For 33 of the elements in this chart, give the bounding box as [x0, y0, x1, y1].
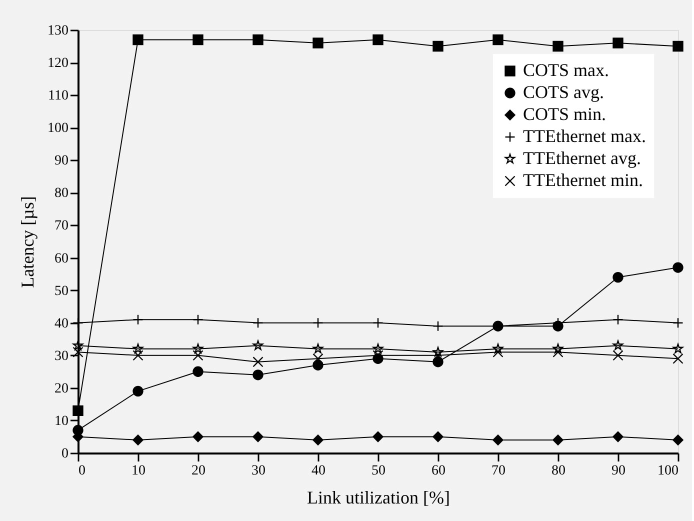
- y-tick-label: 50: [54, 284, 68, 299]
- x-axis-title: Link utilization [%]: [307, 488, 450, 508]
- legend-label: COTS min.: [523, 104, 606, 124]
- y-axis-title: Latency [µs]: [18, 196, 38, 288]
- x-tick-label: 100: [658, 464, 678, 478]
- y-tick-label: 110: [48, 88, 68, 104]
- x-tick-label: 70: [492, 464, 506, 478]
- legend-label: TTEthernet min.: [523, 170, 643, 190]
- x-tick-label: 80: [552, 464, 566, 478]
- y-tick-label: 10: [54, 414, 68, 429]
- y-tick-label: 60: [54, 251, 68, 266]
- y-tick-label: 0: [62, 446, 68, 462]
- y-tick-label: 90: [54, 154, 68, 169]
- y-tick-label: 80: [54, 186, 68, 202]
- x-tick-label: 30: [252, 464, 266, 478]
- x-tick-label: 40: [312, 464, 326, 478]
- y-tick-label: 70: [54, 218, 68, 234]
- x-tick-label: 0: [78, 464, 86, 478]
- y-tick-label: 120: [48, 56, 68, 72]
- y-tick-label: 100: [48, 121, 68, 136]
- y-tick-label: 40: [54, 316, 68, 332]
- y-tick-label: 20: [54, 381, 68, 396]
- y-tick-label: 30: [54, 348, 68, 364]
- x-tick-label: 20: [192, 464, 206, 478]
- legend-label: COTS max.: [523, 60, 610, 80]
- legend-label: TTEthernet max.: [523, 126, 646, 146]
- legend-label: COTS avg.: [523, 82, 604, 102]
- x-tick-label: 50: [372, 464, 386, 478]
- x-tick-label: 10: [132, 464, 146, 478]
- legend-label: TTEthernet avg.: [523, 148, 641, 168]
- x-tick-label: 90: [612, 464, 626, 478]
- x-tick-label: 60: [432, 464, 446, 478]
- y-tick-label: 130: [48, 24, 68, 38]
